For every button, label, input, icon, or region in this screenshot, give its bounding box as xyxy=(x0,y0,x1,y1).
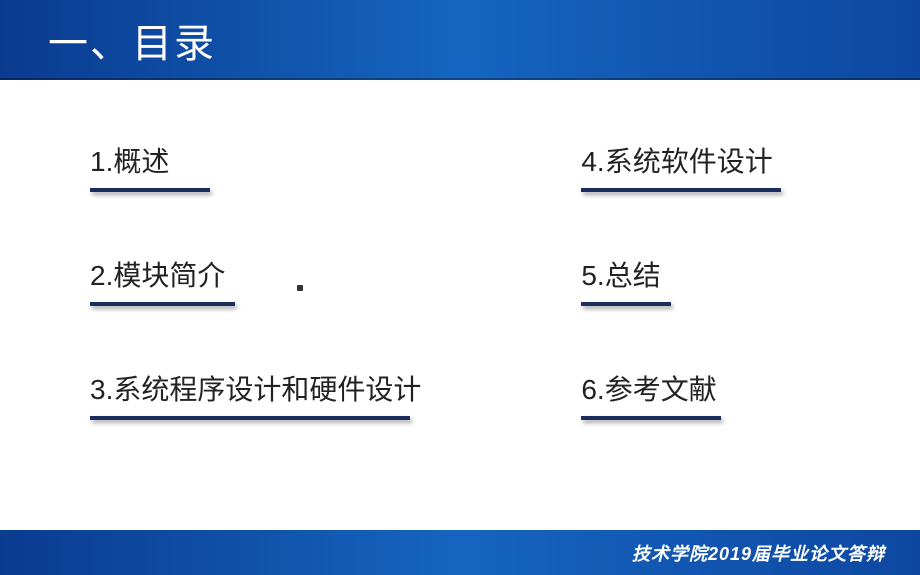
toc-underline xyxy=(90,416,410,420)
cursor-indicator xyxy=(297,285,303,291)
toc-underline xyxy=(581,302,671,306)
toc-item-label: 6.参考文献 xyxy=(581,374,716,405)
footer-text: 技术学院2019届毕业论文答辩 xyxy=(632,540,885,566)
toc-underline xyxy=(581,188,781,192)
toc-item-label: 5.总结 xyxy=(581,260,660,291)
toc-item-1: 1.概述 xyxy=(90,140,421,192)
toc-item-6: 6.参考文献 xyxy=(581,368,772,420)
toc-left-column: 1.概述 2.模块简介 3.系统程序设计和硬件设计 xyxy=(90,140,421,420)
slide-header: 一、目录 xyxy=(0,0,920,80)
toc-underline xyxy=(90,188,210,192)
toc-content: 1.概述 2.模块简介 3.系统程序设计和硬件设计 4.系统软件设计 5.总结 … xyxy=(0,140,920,420)
toc-underline xyxy=(581,416,721,420)
toc-item-label: 4.系统软件设计 xyxy=(581,146,772,177)
slide-footer: 技术学院2019届毕业论文答辩 xyxy=(0,530,920,575)
toc-item-5: 5.总结 xyxy=(581,254,772,306)
toc-item-label: 2.模块简介 xyxy=(90,260,225,291)
toc-item-4: 4.系统软件设计 xyxy=(581,140,772,192)
toc-underline xyxy=(90,302,235,306)
toc-item-3: 3.系统程序设计和硬件设计 xyxy=(90,368,421,420)
toc-item-label: 3.系统程序设计和硬件设计 xyxy=(90,374,421,405)
toc-item-label: 1.概述 xyxy=(90,146,169,177)
toc-item-2: 2.模块简介 xyxy=(90,254,421,306)
toc-right-column: 4.系统软件设计 5.总结 6.参考文献 xyxy=(581,140,772,420)
slide-title: 一、目录 xyxy=(48,11,216,69)
